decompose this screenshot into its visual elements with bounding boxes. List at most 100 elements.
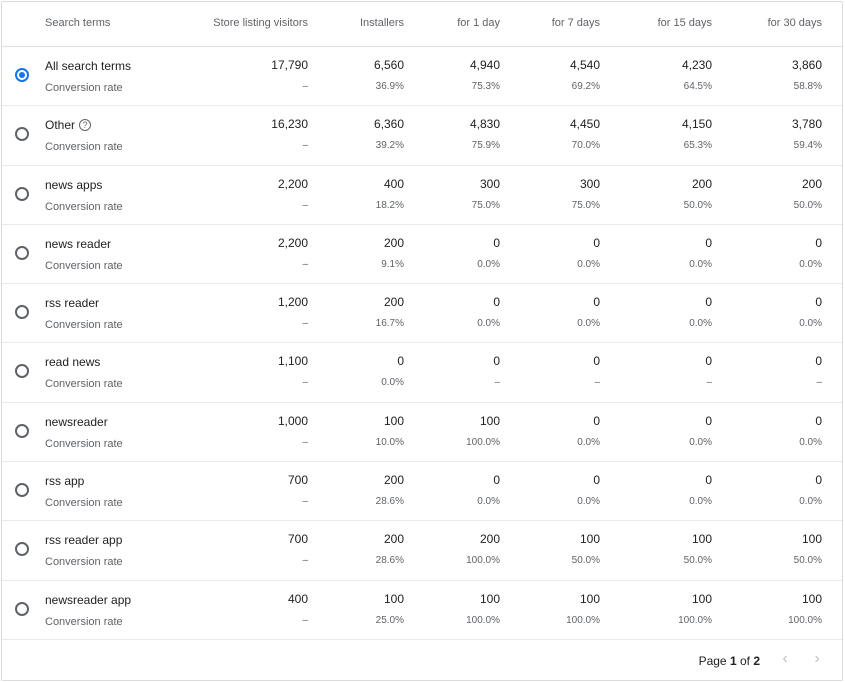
column-header-search-terms[interactable]: Search terms <box>45 17 111 29</box>
cell-30-days: 3,780 <box>791 117 822 132</box>
row-radio-button[interactable] <box>15 68 29 82</box>
rate-15-days: – <box>706 377 712 389</box>
cell-15-days: 4,150 <box>681 117 712 132</box>
rate-1-day: 0.0% <box>477 318 500 330</box>
column-header-store-listing-visitors[interactable]: Store listing visitors <box>213 17 308 29</box>
cell-15-days: 100 <box>691 591 712 606</box>
rate-30-days: 0.0% <box>799 258 822 270</box>
table-row[interactable]: read news Conversion rate 1,100 0 0 0 0 0 – 0.0% –… <box>2 343 842 403</box>
row-radio-button[interactable] <box>15 601 29 616</box>
cell-1-day: 200 <box>479 532 500 547</box>
search-term-text: All search terms <box>45 59 132 73</box>
cell-30-days: 0 <box>815 354 822 369</box>
rate-1-day: 100.0% <box>466 555 500 567</box>
rate-15-days: 100.0% <box>678 614 712 626</box>
cell-installers: 6,560 <box>373 58 404 72</box>
rate-30-days: 100.0% <box>788 614 822 626</box>
rate-7-days: 100.0% <box>566 614 600 626</box>
rate-store-listing-visitors: – <box>302 199 308 211</box>
rate-15-days: 0.0% <box>689 436 712 448</box>
rate-1-day: 0.0% <box>477 258 500 270</box>
table-header: Search terms Store listing visitors Inst… <box>2 2 842 47</box>
conversion-rate-label: Conversion rate <box>45 378 123 391</box>
rate-15-days: 50.0% <box>683 555 712 567</box>
cell-store-listing-visitors: 700 <box>287 532 308 547</box>
rate-30-days: 50.0% <box>793 555 822 567</box>
cell-1-day: 4,940 <box>469 58 500 72</box>
chevron-right-icon[interactable]: › <box>814 650 820 667</box>
search-term-label: Other? <box>45 118 92 133</box>
table-row[interactable]: rss reader Conversion rate 1,200 200 0 0 0 0 – 16… <box>2 284 842 344</box>
page-prefix: Page <box>698 654 730 668</box>
rate-30-days: 58.8% <box>793 81 822 92</box>
rate-installers: 36.9% <box>375 81 404 92</box>
cell-1-day: 0 <box>493 354 500 369</box>
cell-7-days: 100 <box>579 591 600 606</box>
cell-7-days: 0 <box>593 295 600 310</box>
conversion-rate-label: Conversion rate <box>45 319 123 332</box>
row-radio-button[interactable] <box>15 423 29 438</box>
rate-7-days: 0.0% <box>577 318 600 330</box>
cell-installers: 200 <box>383 473 404 488</box>
rate-store-listing-visitors: – <box>302 614 308 626</box>
cell-store-listing-visitors: 700 <box>287 473 308 488</box>
rate-7-days: 69.2% <box>571 81 600 92</box>
cell-30-days: 200 <box>801 176 822 191</box>
cell-15-days: 4,230 <box>681 58 712 72</box>
table-row[interactable]: newsreader app Conversion rate 400 100 100 10… <box>2 581 842 640</box>
column-header-7-days[interactable]: for 7 days <box>551 17 600 29</box>
rate-1-day: 75.0% <box>471 199 500 211</box>
search-term-label: rss app <box>45 474 84 488</box>
table-row[interactable]: rss reader app Conversion rate 700 200 200 10… <box>2 521 842 581</box>
row-radio-button[interactable] <box>15 127 29 142</box>
rate-7-days: 0.0% <box>577 436 600 448</box>
row-radio-button[interactable] <box>15 483 29 498</box>
conversion-rate-label: Conversion rate <box>45 141 123 154</box>
column-header-1-day[interactable]: for 1 day <box>457 17 500 29</box>
row-radio-button[interactable] <box>15 245 29 260</box>
pagination: Page 1 of 2 ‹ › <box>2 638 842 680</box>
rate-1-day: 100.0% <box>466 614 500 626</box>
row-radio-button[interactable] <box>15 364 29 379</box>
row-radio-button[interactable] <box>15 305 29 320</box>
rate-installers: 10.0% <box>375 436 404 448</box>
cell-installers: 100 <box>383 413 404 428</box>
table-row[interactable]: news apps Conversion rate 2,200 400 300 300 20… <box>2 166 842 225</box>
rate-30-days: 59.4% <box>793 140 822 152</box>
cell-store-listing-visitors: 16,230 <box>271 117 308 132</box>
table-row[interactable]: Other? Conversion rate 16,230 6,360 4,830 4,4… <box>2 106 842 166</box>
table-row[interactable]: news reader Conversion rate 2,200 200 0 0 0 0 – 9… <box>2 225 842 285</box>
rate-15-days: 50.0% <box>683 199 712 211</box>
rate-7-days: 0.0% <box>577 258 600 270</box>
row-radio-button[interactable] <box>15 186 29 201</box>
column-header-15-days[interactable]: for 15 days <box>657 17 712 29</box>
cell-1-day: 4,830 <box>469 117 500 132</box>
cell-store-listing-visitors: 1,000 <box>277 413 308 428</box>
rate-installers: 39.2% <box>375 140 404 152</box>
rate-30-days: 0.0% <box>799 318 822 330</box>
row-radio-button[interactable] <box>15 542 29 557</box>
search-term-text: Other <box>45 118 76 133</box>
table-row[interactable]: newsreader Conversion rate 1,000 100 100 0 0 0 –… <box>2 403 842 463</box>
search-term-label: read news <box>45 355 100 369</box>
search-term-label: news apps <box>45 178 102 192</box>
cell-installers: 0 <box>397 354 404 369</box>
rate-installers: 0.0% <box>381 377 404 389</box>
table-row[interactable]: rss app Conversion rate 700 200 0 0 0 0 – 28.6% 0.… <box>2 462 842 522</box>
page-separator: of <box>736 654 754 668</box>
column-header-installers[interactable]: Installers <box>359 17 404 29</box>
cell-15-days: 200 <box>691 176 712 191</box>
conversion-rate-label: Conversion rate <box>45 259 123 272</box>
cell-7-days: 0 <box>593 473 600 488</box>
conversion-rate-label: Conversion rate <box>45 615 123 628</box>
cell-store-listing-visitors: 400 <box>287 591 308 606</box>
column-header-30-days[interactable]: for 30 days <box>767 17 822 29</box>
cell-15-days: 0 <box>705 354 712 369</box>
cell-30-days: 0 <box>815 413 822 428</box>
rate-7-days: 70.0% <box>571 140 600 152</box>
table-row[interactable]: All search terms Conversion rate 17,790 6,5… <box>2 47 842 107</box>
help-circle-icon[interactable]: ? <box>79 119 92 132</box>
chevron-left-icon[interactable]: ‹ <box>782 650 788 667</box>
rate-15-days: 0.0% <box>689 318 712 330</box>
